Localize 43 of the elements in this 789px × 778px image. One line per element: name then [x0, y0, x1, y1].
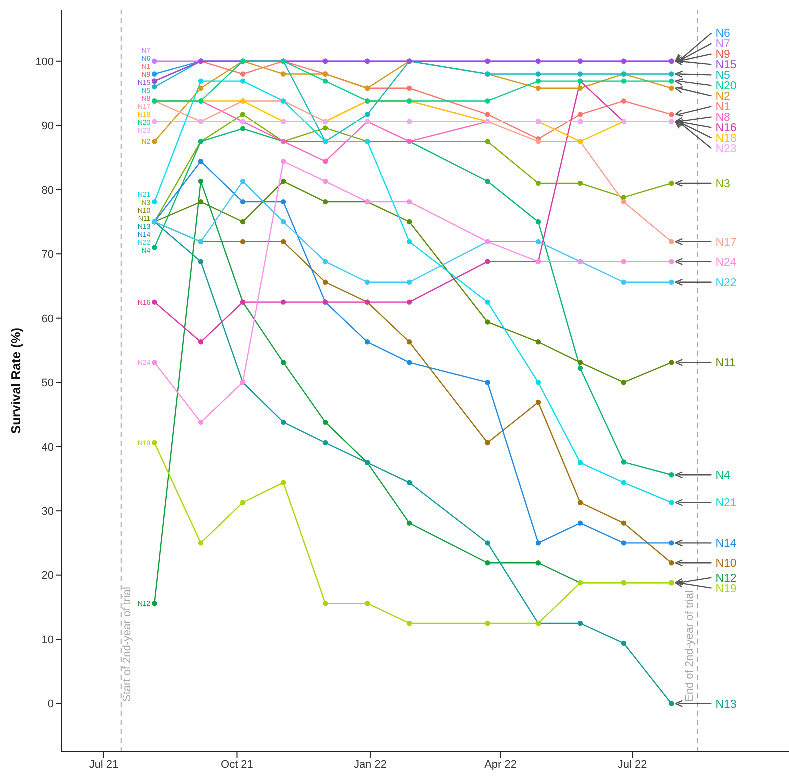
x-tick-label: Apr 22 [484, 758, 518, 771]
text: N21 [716, 498, 737, 510]
text: N5 [716, 70, 730, 82]
y-tick-label: 50 [42, 378, 54, 390]
text: N17 [716, 236, 737, 249]
y-tick-label: 40 [42, 442, 54, 454]
x-tick-label: Jul 22 [618, 758, 648, 771]
y-tick-label: 20 [42, 570, 54, 582]
text: N7 [716, 38, 730, 51]
text: N10 [716, 558, 737, 570]
text: N13 [716, 698, 737, 711]
text: N1 [716, 102, 730, 114]
y-tick-label: 10 [42, 634, 54, 646]
text: N22 [716, 277, 737, 290]
text: N12 [716, 572, 737, 585]
y-tick-label: 70 [42, 249, 54, 262]
ref-line-label: End of 2nd-year of trial [684, 590, 696, 702]
text: N14 [716, 538, 737, 550]
x-tick-label: Oct 21 [221, 758, 254, 771]
y-tick-label: 100 [36, 56, 54, 68]
text: N2 [716, 91, 730, 104]
y-tick-label: 90 [42, 120, 54, 133]
text: N11 [716, 358, 736, 370]
ref-line-label: Start of 2nd-year of trial [121, 587, 134, 702]
text: N19 [716, 583, 737, 596]
text: N8 [716, 112, 730, 124]
x-tick-label: Jan 22 [354, 758, 387, 771]
text: N4 [716, 470, 730, 482]
text: N23 [716, 144, 737, 156]
text: N15 [716, 60, 737, 72]
text: N9 [716, 49, 730, 62]
text: N6 [716, 28, 730, 40]
y-tick-label: 30 [42, 506, 54, 518]
y-tick-label: 60 [42, 313, 54, 326]
y-tick-label: 0 [48, 698, 54, 711]
text: N24 [716, 256, 737, 269]
text: N18 [716, 133, 737, 146]
text: N16 [716, 122, 737, 135]
y-axis-title: Survival Rate (%) [8, 328, 24, 434]
text: N3 [716, 178, 730, 190]
x-tick-label: Jul 21 [89, 758, 119, 771]
y-tick-label: 80 [42, 184, 54, 197]
text: N20 [716, 80, 737, 93]
